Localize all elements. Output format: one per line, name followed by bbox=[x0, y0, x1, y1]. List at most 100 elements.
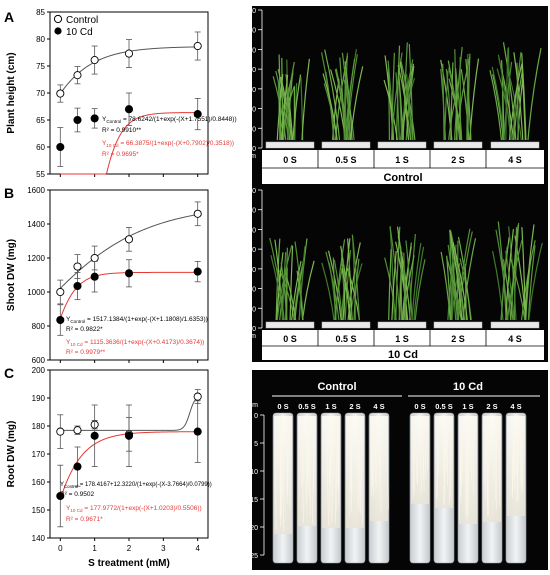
root-strand bbox=[445, 417, 447, 473]
chart-a-eq-cd-text: = 66.3875/(1+exp(-(X+0.7902)/0.3518)) bbox=[119, 140, 234, 147]
leaf-blade bbox=[527, 47, 542, 141]
leaf-blade bbox=[391, 52, 395, 141]
leaf-blade bbox=[324, 49, 341, 141]
chart-a-plant-height: 55 60 65 70 75 80 85 Plant height (cm) Control… bbox=[6, 8, 237, 179]
chart-c-eq-cd-text: = 177.9772/(1+exp(-(X+1.0203)/0.5506)) bbox=[83, 505, 202, 512]
panel-e-background bbox=[252, 370, 548, 570]
plant-clump bbox=[489, 42, 542, 149]
root-strand bbox=[487, 417, 489, 502]
root-strand bbox=[437, 417, 439, 474]
root-strand bbox=[280, 417, 282, 517]
leaf-blade bbox=[455, 56, 471, 141]
leaf-blade bbox=[462, 238, 477, 321]
marker-control bbox=[73, 71, 82, 80]
leaf-blade bbox=[353, 258, 360, 321]
ytick-label: 1200 bbox=[27, 254, 45, 263]
leaf-blade bbox=[395, 241, 409, 321]
chart-c-root-dw: 140 150 160 170 180 190 200 0 1 2 3 4 Root DW (mg)… bbox=[6, 366, 212, 569]
leaf-blade bbox=[400, 246, 403, 321]
legend-control-marker bbox=[53, 14, 63, 24]
chart-c-eq-cd-r2: R² = 0.9671* bbox=[66, 516, 103, 523]
marker-control bbox=[56, 427, 65, 436]
chart-a-ylabel: Plant height (cm) bbox=[6, 52, 17, 133]
leaf-blade bbox=[276, 252, 284, 321]
leaf-blade bbox=[389, 226, 395, 321]
plant-tray bbox=[265, 141, 315, 149]
root-strand bbox=[312, 417, 315, 524]
chart-b-eq-cd: Y10 Cd = 1115.3636/(1+exp(-(X+0.4173)/0.… bbox=[66, 339, 204, 356]
point-cd bbox=[56, 464, 65, 528]
xtick-label: 1 bbox=[92, 544, 97, 553]
root-tube bbox=[344, 412, 366, 564]
leaf-blade bbox=[456, 228, 471, 321]
xtick-label: 0 bbox=[58, 544, 63, 553]
root-strand bbox=[484, 417, 486, 483]
plant-clump bbox=[265, 237, 315, 329]
marker-cd bbox=[90, 431, 99, 440]
root-strand bbox=[307, 417, 310, 497]
leaf-blade bbox=[505, 48, 509, 141]
e-scale-label: 5 bbox=[254, 441, 258, 448]
point-cd bbox=[56, 304, 65, 336]
root-strand bbox=[359, 417, 362, 515]
point-cd bbox=[90, 108, 99, 129]
marker-control bbox=[73, 426, 82, 435]
d-cd-t0: 0 S bbox=[283, 334, 297, 344]
marker-cd bbox=[73, 115, 82, 125]
marker-cd bbox=[73, 462, 82, 471]
root-strand bbox=[370, 417, 373, 484]
root-strand bbox=[461, 417, 464, 484]
root-strand bbox=[335, 417, 337, 511]
leaf-blade bbox=[450, 62, 454, 141]
plant-tray bbox=[265, 321, 315, 329]
root-mass bbox=[411, 416, 429, 504]
leaf-blade bbox=[321, 262, 335, 321]
chart-a-eq-control-text: = 78.6242/(1+exp(-(X+1.7551)/0.8448)) bbox=[121, 116, 236, 123]
xtick-label: 2 bbox=[127, 544, 132, 553]
marker-cd bbox=[90, 272, 99, 281]
d-scale-label: 40 bbox=[248, 247, 256, 254]
point-control bbox=[124, 226, 134, 252]
leaf-blade bbox=[281, 74, 289, 141]
leaf-blade bbox=[270, 255, 284, 321]
marker-control bbox=[90, 56, 99, 65]
ytick-label: 170 bbox=[32, 450, 46, 459]
root-strand bbox=[336, 417, 339, 487]
ytick-label: 80 bbox=[36, 35, 45, 44]
marker-cd bbox=[90, 114, 99, 123]
point-cd bbox=[90, 404, 99, 468]
xtick-label: 3 bbox=[161, 544, 166, 553]
leaf-blade bbox=[457, 231, 473, 321]
d-cd-t2: 1 S bbox=[395, 334, 409, 344]
root-strand bbox=[286, 417, 288, 492]
root-strand bbox=[516, 417, 520, 501]
chart-a-eq-control-sub: Control bbox=[106, 119, 121, 124]
point-cd bbox=[73, 107, 82, 133]
root-tube bbox=[272, 412, 294, 564]
plant-tray bbox=[377, 321, 427, 329]
point-cd bbox=[124, 92, 134, 126]
e-tube-label: 1 S bbox=[325, 402, 336, 411]
root-strand bbox=[422, 417, 425, 492]
d-scale-label: 20 bbox=[248, 107, 256, 114]
leaf-blade bbox=[449, 230, 463, 321]
leaf-blade bbox=[343, 70, 347, 141]
e-tube-label: 0 S bbox=[414, 402, 425, 411]
leaf-blade bbox=[275, 238, 281, 321]
legend-cd-marker bbox=[54, 27, 62, 35]
d-group-control: Control bbox=[383, 172, 422, 184]
ytick-label: 600 bbox=[32, 356, 46, 365]
chart-c-ylabel: Root DW (mg) bbox=[6, 421, 17, 488]
svg-text:Y10 Cd = 1115.3636/(1+exp(-(X+: Y10 Cd = 1115.3636/(1+exp(-(X+0.4173)/0.… bbox=[66, 339, 204, 347]
leaf-blade bbox=[516, 62, 519, 141]
root-tube bbox=[320, 412, 342, 564]
chart-c-points bbox=[56, 389, 202, 528]
root-tube bbox=[457, 412, 479, 564]
ytick-label: 1600 bbox=[27, 186, 45, 195]
root-strand bbox=[493, 417, 495, 481]
d-scale-label: 70 bbox=[248, 8, 256, 15]
ytick-label: 150 bbox=[32, 506, 46, 515]
plant-clump bbox=[490, 221, 543, 329]
leaf-blade bbox=[528, 242, 543, 321]
